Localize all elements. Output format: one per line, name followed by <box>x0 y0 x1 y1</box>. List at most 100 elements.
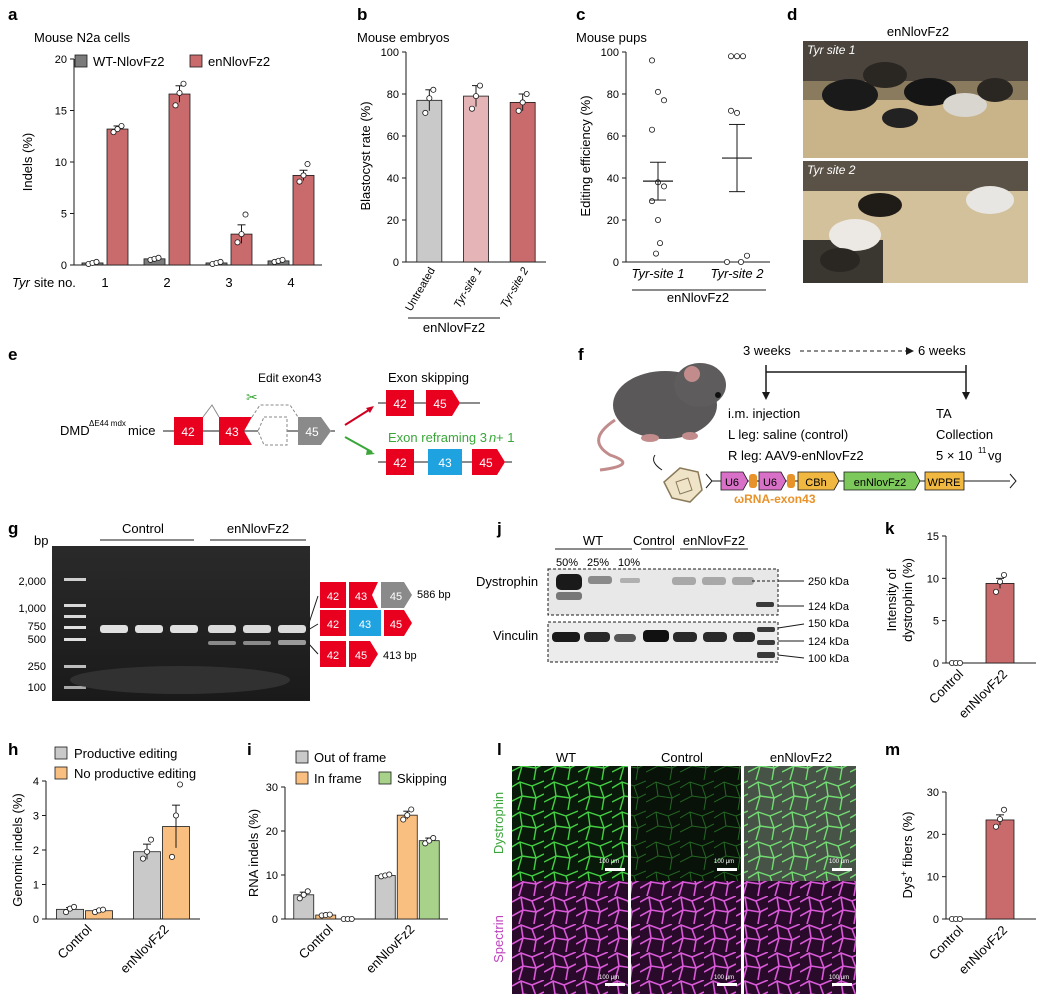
chart-i-s2-bar-1 <box>418 840 440 920</box>
legend-a: WT-NlovFz2 enNlovFz2 <box>74 54 270 69</box>
e-exon42 <box>174 417 203 445</box>
chart-b-xtick-label-0: Untreated <box>403 266 438 314</box>
chart-h-s0-pt-0-0 <box>63 909 70 916</box>
l-scale-1: 100 μm <box>599 859 619 865</box>
chart-m-pt-1-0 <box>993 823 1000 830</box>
chart-i-s2-pt-0-2 <box>348 916 355 923</box>
panel-label-b: b <box>357 5 367 24</box>
e-exon43 <box>219 417 252 445</box>
g-ladder-500: 500 <box>28 634 46 646</box>
legend-i-swatch-skip <box>378 771 392 785</box>
chart-a-s1-pt-1-0 <box>172 102 179 109</box>
f-rna-1 <box>749 474 757 488</box>
chart-a-xtick-label-2: 3 <box>225 275 232 290</box>
f-u6-2 <box>758 471 787 491</box>
e-skip-exon42 <box>386 390 414 416</box>
panel-e: e DMD ΔE44 mdx mice 42 43 45 Edit exon43… <box>8 345 514 475</box>
e-exon45 <box>298 417 331 445</box>
e-exon44-deleted <box>257 416 288 446</box>
chart-i-ytick-label-3: 30 <box>266 782 278 794</box>
chart-i-s0-pt-0-2 <box>304 888 311 895</box>
l-col-wt: WT <box>556 750 576 765</box>
chart-h-ylabel: Genomic indels (%) <box>10 793 25 906</box>
chart-k-ytick-label-2: 10 <box>927 573 939 585</box>
chart-h-xtick-label-1: enNlovFz2 <box>117 922 172 977</box>
chart-c-pt-1-4 <box>734 109 741 116</box>
e-reframe-exon45-label: 45 <box>479 456 493 470</box>
l-row-dystrophin: Dystrophin <box>491 792 506 854</box>
chart-c-pt-0-6 <box>649 198 656 205</box>
chart-m-ylabel: Dys+ fibers (%) <box>899 812 915 899</box>
e-arrow-reframe-head <box>366 449 375 455</box>
panel-label-d: d <box>787 5 797 24</box>
chart-b-pt-1-1 <box>472 93 479 100</box>
f-collection: Collection <box>936 427 993 442</box>
l-col-treated: enNlovFz2 <box>770 750 832 765</box>
chart-k-ytick-label-1: 5 <box>933 616 939 628</box>
e-mouse-label: DMD <box>60 423 90 438</box>
chart-k-ytick-label-0: 0 <box>933 658 939 670</box>
g-exon42-b-label: 42 <box>327 619 339 631</box>
j-marker-100 <box>777 654 805 659</box>
chart-a-ytick-label-0: 0 <box>61 260 67 272</box>
chart-i-xtick-label-1: enNlovFz2 <box>363 922 418 977</box>
chart-m-bar-1 <box>985 819 1015 920</box>
panel-label-c: c <box>576 5 585 24</box>
f-dose-exp: 11 <box>978 446 987 455</box>
chart-a-xtick-label-0: 1 <box>101 275 108 290</box>
chart-c-ylabel: Editing efficiency (%) <box>578 95 593 216</box>
chart-k-ylabel-2: dystrophin (%) <box>900 558 915 642</box>
j-kda-250: 250 kDa <box>808 576 850 588</box>
g-exon45-a <box>381 582 412 608</box>
g-treated-label: enNlovFz2 <box>227 521 289 536</box>
panel-j: j WT Control enNlovFz2 50% 25% 10% Dystr… <box>476 519 850 665</box>
j-treated-label: enNlovFz2 <box>683 533 745 548</box>
g-exon42-c <box>320 641 346 667</box>
g-exon42-b <box>320 610 346 636</box>
e-skip-label: Exon skipping <box>388 370 469 385</box>
panel-h: h Productive editing No productive editi… <box>8 740 200 976</box>
e-reframe-exon42-label: 42 <box>393 456 407 470</box>
e-arrow-skip <box>344 407 373 426</box>
g-ladder-250: 250 <box>28 661 46 673</box>
legend-i: Out of frame In frame Skipping <box>295 750 447 786</box>
chart-a-s1-pt-3-1 <box>300 172 307 179</box>
chart-h-ytick-label-1: 1 <box>33 880 39 892</box>
photo2-label: Tyr site 2 <box>807 163 856 177</box>
e-exon45-label: 45 <box>305 425 319 439</box>
panel-label-e: e <box>8 345 17 364</box>
chart-a-s1-pt-0-1 <box>114 126 121 133</box>
j-dys-bands <box>556 574 774 607</box>
l-img-wt-dys <box>512 766 628 881</box>
chart-a-title: Mouse N2a cells <box>34 30 131 45</box>
legend-i-label-out: Out of frame <box>314 750 386 765</box>
f-rna-label: ωRNA-exon43 <box>734 492 816 506</box>
gel-ladder <box>64 578 86 689</box>
e-skip-exon42-label: 42 <box>393 397 407 411</box>
g-arrow-upper <box>307 595 319 627</box>
f-wpre-label: WPRE <box>928 477 961 489</box>
l-scale-3: 100 μm <box>829 859 849 865</box>
chart-b-ytick-label-1: 20 <box>387 215 399 227</box>
chart-a-s1-pt-0-0 <box>110 129 117 136</box>
e-reframe-label: Exon reframing 3 <box>388 430 487 445</box>
chart-b-pt-2-0 <box>515 107 522 114</box>
g-exon42-a-label: 42 <box>327 591 339 603</box>
chart-a-s1-pt-2-0 <box>234 239 241 246</box>
chart-b-ytick-label-5: 100 <box>381 47 399 59</box>
l-scale-6: 100 μm <box>829 975 849 981</box>
g-exon43-b <box>349 610 381 636</box>
f-week6: 6 weeks <box>918 343 966 358</box>
chart-c-ytick-label-5: 100 <box>601 47 619 59</box>
e-arrow-skip-head <box>366 406 374 413</box>
chart-c-xtick-label-1: Tyr-site 2 <box>711 266 765 281</box>
l-scale-5: 100 μm <box>714 975 734 981</box>
chart-a-ytick-label-3: 15 <box>55 106 67 118</box>
chart-k: 0 5 10 15 Intensity of dystrophin (%) Controle… <box>884 531 1036 721</box>
chart-a-s1-pt-0-2 <box>118 122 125 129</box>
chart-a-s1-bar-3 <box>292 174 315 266</box>
chart-k-bar-1 <box>985 583 1015 664</box>
chart-i-s1-bar-1 <box>396 814 418 920</box>
g-ladder-2000: 2,000 <box>18 576 46 588</box>
